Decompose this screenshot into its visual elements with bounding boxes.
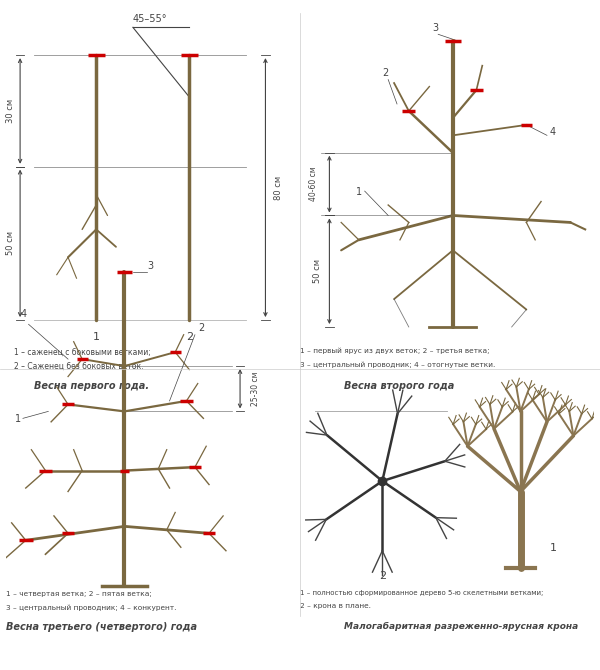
Text: 50 см: 50 см — [6, 231, 15, 255]
Text: 2: 2 — [198, 323, 204, 333]
Text: 45–55°: 45–55° — [133, 14, 167, 24]
Text: 1 – первый ярус из двух веток; 2 – третья ветка;: 1 – первый ярус из двух веток; 2 – треть… — [300, 348, 490, 354]
Text: 1 – четвертая ветка; 2 – пятая ветка;: 1 – четвертая ветка; 2 – пятая ветка; — [6, 591, 152, 597]
Text: Малогабаритная разреженно-ярусная крона: Малогабаритная разреженно-ярусная крона — [344, 622, 578, 631]
Text: 40-60 см: 40-60 см — [309, 167, 318, 202]
Text: 2: 2 — [186, 332, 193, 342]
Text: 4: 4 — [550, 127, 556, 137]
Text: Весна второго года: Весна второго года — [344, 381, 454, 391]
Text: 3: 3 — [432, 23, 439, 33]
Text: 3 – центральный проводник; 4 – конкурент.: 3 – центральный проводник; 4 – конкурент… — [6, 605, 176, 611]
Text: Весна первого года.: Весна первого года. — [34, 381, 149, 391]
Text: 4: 4 — [20, 310, 26, 320]
Text: 25-30 см: 25-30 см — [251, 371, 260, 406]
Text: 1: 1 — [356, 186, 362, 196]
Text: 1: 1 — [14, 414, 20, 424]
Text: 80 см: 80 см — [274, 176, 283, 200]
Text: 50 см: 50 см — [313, 259, 322, 283]
Text: 3 – центральный проводник; 4 – отогнутые ветки.: 3 – центральный проводник; 4 – отогнутые… — [300, 362, 496, 368]
Text: 1: 1 — [550, 543, 557, 553]
Text: 3: 3 — [147, 261, 153, 271]
Text: 2 – Саженец без боковых веток.: 2 – Саженец без боковых веток. — [14, 362, 144, 371]
Text: 1: 1 — [93, 332, 100, 342]
Text: 2 – крона в плане.: 2 – крона в плане. — [300, 603, 371, 609]
Text: 30 см: 30 см — [6, 99, 15, 123]
Text: 1 – полностью сформированное дерево 5-ю скелетными ветками;: 1 – полностью сформированное дерево 5-ю … — [300, 590, 544, 596]
Text: Весна третьего (четвертого) года: Весна третьего (четвертого) года — [6, 622, 197, 632]
Text: 2: 2 — [379, 571, 386, 581]
Text: 1 – саженец с боковыми ветками;: 1 – саженец с боковыми ветками; — [14, 348, 151, 357]
Text: 2: 2 — [382, 68, 389, 78]
